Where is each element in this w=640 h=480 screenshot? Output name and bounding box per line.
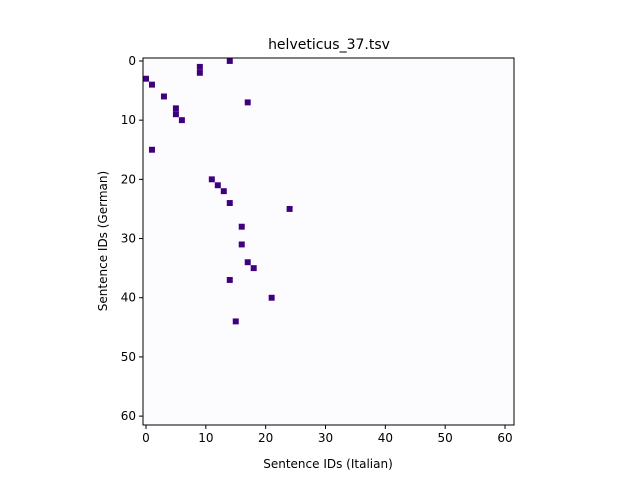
x-axis: 0 10 20 30 40 50 60 xyxy=(142,425,513,445)
heatmap-cell xyxy=(244,259,251,266)
heatmap-cell xyxy=(286,205,293,212)
y-tick-label: 30 xyxy=(121,232,136,246)
heatmap-cell xyxy=(226,277,233,283)
heatmap-cell xyxy=(238,241,245,248)
heatmap-cell xyxy=(244,99,251,106)
y-tick-label: 60 xyxy=(121,409,136,423)
y-tick-label: 10 xyxy=(121,113,136,127)
x-tick-label: 0 xyxy=(142,431,150,445)
heatmap-cell xyxy=(148,81,155,88)
heatmap-cell xyxy=(196,63,203,70)
heatmap-cell xyxy=(172,111,179,118)
heatmap-cell xyxy=(232,318,239,325)
heatmap-cell xyxy=(226,200,233,206)
heatmap-cell xyxy=(250,265,257,272)
heatmap-cell xyxy=(220,188,227,195)
heatmap-cell xyxy=(172,105,179,112)
x-tick-label: 50 xyxy=(438,431,453,445)
heatmap-cell xyxy=(214,182,221,189)
y-tick-label: 20 xyxy=(121,172,136,186)
heatmap-cell xyxy=(143,75,149,82)
heatmap-cell xyxy=(226,58,233,64)
y-tick-label: 50 xyxy=(121,350,136,364)
heatmap-cell xyxy=(148,146,155,153)
cells-layer xyxy=(143,58,293,325)
y-tick-label: 40 xyxy=(121,291,136,305)
heatmap-cell xyxy=(196,69,203,76)
y-tick-label: 0 xyxy=(128,54,136,68)
y-axis-label: Sentence IDs (German) xyxy=(96,171,110,311)
heatmap-cell xyxy=(238,223,245,230)
x-tick-label: 60 xyxy=(497,431,512,445)
x-tick-label: 10 xyxy=(198,431,213,445)
chart-title: helveticus_37.tsv xyxy=(268,37,390,53)
x-axis-label: Sentence IDs (Italian) xyxy=(263,457,393,471)
y-axis: 0 10 20 30 40 50 60 xyxy=(121,54,143,423)
plot-frame xyxy=(142,57,515,426)
heatmap-cell xyxy=(268,294,275,301)
heatmap-cell xyxy=(208,176,215,183)
heatmap-cell xyxy=(178,117,185,124)
plot-area xyxy=(143,58,514,425)
x-tick-label: 30 xyxy=(318,431,333,445)
heatmap-cell xyxy=(160,93,167,100)
x-tick-label: 20 xyxy=(258,431,273,445)
x-tick-label: 40 xyxy=(378,431,393,445)
